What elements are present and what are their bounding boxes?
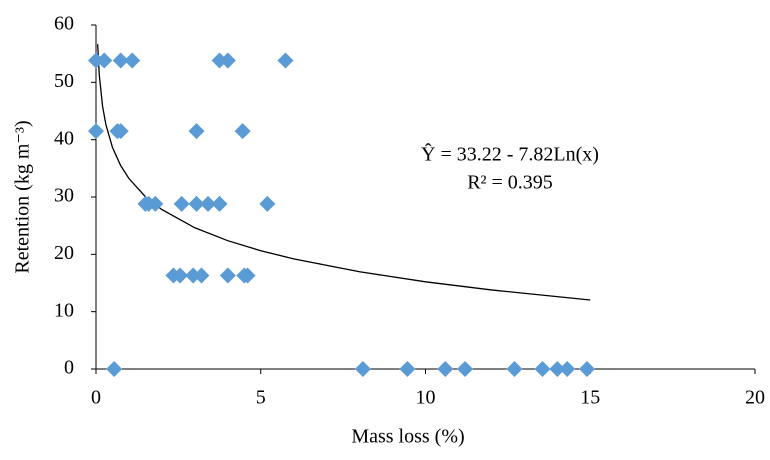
data-point: [219, 267, 236, 284]
data-point: [124, 52, 141, 69]
data-point: [211, 195, 228, 212]
data-point: [193, 267, 210, 284]
data-point: [211, 52, 228, 69]
data-point: [399, 361, 416, 377]
y-axis-title: Retention (kg m⁻³): [12, 120, 34, 273]
data-point: [88, 123, 104, 140]
y-tick-label: 30: [54, 185, 74, 207]
data-point: [239, 267, 256, 284]
x-axis-title: Mass loss (%): [351, 426, 464, 448]
x-tick-label: 10: [416, 387, 436, 409]
x-tick-label: 0: [91, 387, 101, 409]
data-point: [354, 361, 371, 377]
data-point: [277, 52, 294, 69]
data-point: [96, 52, 113, 69]
y-tick-label: 10: [54, 299, 74, 321]
data-point: [188, 195, 205, 212]
trend-equation: Ŷ = 33.22 - 7.82Ln(x): [421, 143, 599, 166]
x-tick-label: 20: [745, 387, 765, 409]
data-point: [457, 361, 474, 377]
y-tick-label: 50: [54, 70, 74, 92]
data-point: [437, 361, 454, 377]
data-point: [219, 52, 236, 69]
data-point: [506, 361, 523, 377]
data-point: [112, 52, 129, 69]
y-tick-label: 40: [54, 127, 74, 149]
data-point: [88, 52, 104, 69]
data-point: [578, 361, 595, 377]
trend-r2: R² = 0.395: [467, 172, 553, 194]
data-point: [173, 195, 190, 212]
data-point: [259, 195, 276, 212]
data-point: [549, 361, 566, 377]
x-tick-label: 15: [580, 387, 600, 409]
data-point: [188, 123, 205, 140]
data-point: [534, 361, 551, 377]
y-tick-label: 60: [54, 13, 74, 35]
data-point: [200, 195, 217, 212]
data-point: [112, 123, 129, 140]
data-point: [559, 361, 576, 377]
x-tick-label: 5: [256, 387, 266, 409]
y-tick-label: 0: [64, 357, 74, 379]
y-tick-label: 20: [54, 242, 74, 264]
data-point: [234, 123, 251, 140]
data-point: [172, 267, 189, 284]
trendline: [96, 44, 591, 301]
data-point: [185, 267, 202, 284]
data-point: [147, 195, 164, 212]
data-point: [106, 361, 123, 377]
